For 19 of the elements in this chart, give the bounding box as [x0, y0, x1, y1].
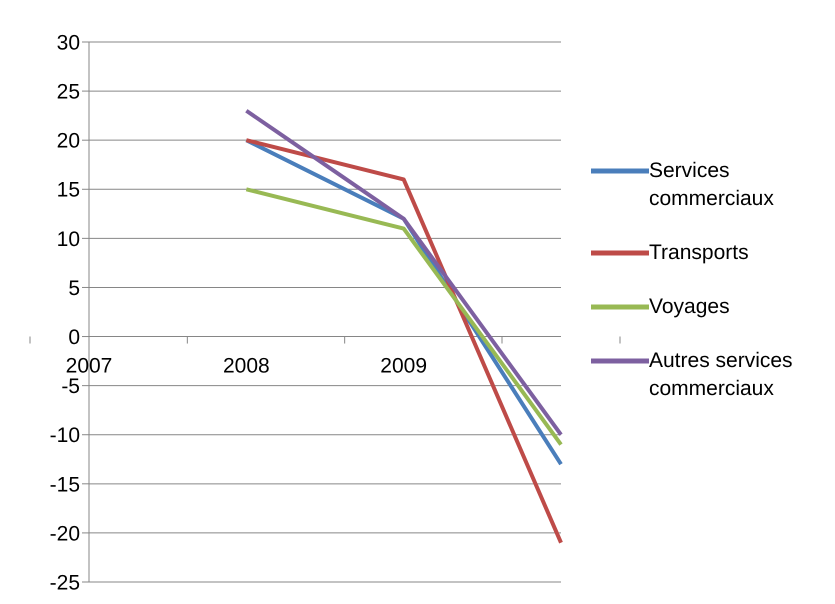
y-tick-label: 10 [56, 228, 80, 251]
y-tick-label: 20 [56, 130, 80, 153]
y-tick-label: 5 [68, 276, 80, 300]
legend-label: Transports [649, 240, 749, 266]
y-tick-label: -15 [50, 473, 80, 496]
x-tick-label: 2007 [66, 354, 112, 378]
legend-label: Autres services commerciaux [649, 348, 794, 402]
x-tick-label: 2009 [380, 354, 428, 378]
y-tick-label: -20 [50, 522, 80, 546]
legend-label: Voyages [649, 294, 730, 320]
x-tick-label: 2008 [222, 354, 270, 378]
y-tick-label: -10 [50, 424, 80, 448]
legend-label: Services commerciaux [649, 158, 775, 212]
y-tick-label: 30 [56, 31, 80, 54]
y-tick-label: 25 [56, 80, 80, 104]
y-tick-label: 15 [56, 178, 80, 202]
y-tick-label: -5 [61, 375, 80, 398]
y-tick-label: 0 [68, 326, 80, 349]
y-tick-label: -25 [50, 571, 80, 594]
